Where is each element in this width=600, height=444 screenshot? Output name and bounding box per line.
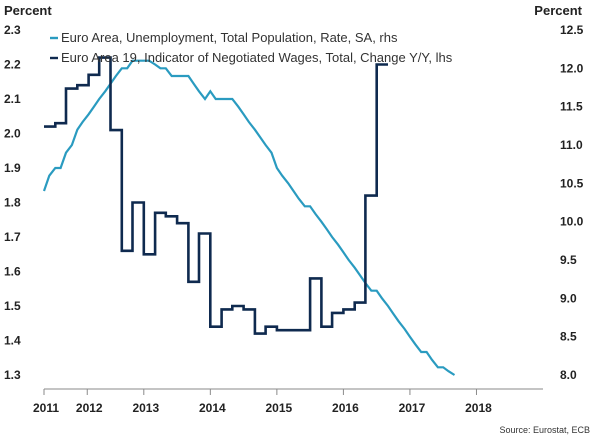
x-tick-label: 2016: [332, 401, 359, 415]
left-axis-unit-label: Percent: [4, 3, 52, 18]
right-tick-label: 12.0: [560, 61, 584, 75]
left-axis-ticks: 1.3 1.4 1.5 1.6 1.7 1.8 1.9 2.0 2.1 2.2 2.3: [4, 23, 21, 382]
right-tick-label: 11.0: [560, 138, 583, 152]
right-tick-label: 9.0: [560, 291, 577, 305]
right-axis-ticks: 8.0 8.5 9.0 9.5 10.0 10.5 11.0 11.5 12.0 12.5: [560, 23, 584, 382]
right-tick-label: 12.5: [560, 23, 584, 37]
right-axis-unit-label: Percent: [534, 3, 582, 18]
series-layer: [42, 56, 456, 376]
negotiated-wages-line: [44, 56, 388, 335]
left-tick-label: 1.4: [4, 334, 21, 348]
x-tick-label: 2013: [132, 401, 159, 415]
x-axis-ticks: 2011 2012 2013 2014 2015 2016 2017 2018: [33, 389, 492, 415]
x-tick-label: 2018: [465, 401, 492, 415]
left-tick-label: 1.8: [4, 196, 21, 210]
left-tick-label: 1.9: [4, 161, 21, 175]
x-tick-label: 2011: [33, 401, 59, 415]
x-tick-label: 2014: [199, 401, 226, 415]
legend: Euro Area, Unemployment, Total Populatio…: [50, 30, 453, 65]
right-tick-label: 9.5: [560, 253, 577, 267]
left-tick-label: 1.7: [4, 230, 21, 244]
source-note: Source: Eurostat, ECB: [499, 425, 590, 435]
legend-entry: Euro Area, Unemployment, Total Populatio…: [61, 30, 398, 45]
legend-entry: Euro Area 19, Indicator of Negotiated Wa…: [61, 50, 453, 65]
x-tick-label: 2017: [399, 401, 426, 415]
x-tick-label: 2015: [266, 401, 293, 415]
left-tick-label: 1.5: [4, 299, 21, 313]
left-tick-label: 2.1: [4, 92, 21, 106]
unemployment-rate-line: [42, 59, 456, 376]
left-tick-label: 2.3: [4, 23, 21, 37]
left-tick-label: 1.3: [4, 368, 21, 382]
right-tick-label: 11.5: [560, 100, 583, 114]
right-tick-label: 8.0: [560, 368, 577, 382]
right-tick-label: 10.0: [560, 215, 584, 229]
x-tick-label: 2012: [76, 401, 103, 415]
left-tick-label: 1.6: [4, 265, 21, 279]
right-tick-label: 10.5: [560, 176, 584, 190]
left-tick-label: 2.0: [4, 127, 21, 141]
left-tick-label: 2.2: [4, 58, 21, 72]
right-tick-label: 8.5: [560, 330, 577, 344]
